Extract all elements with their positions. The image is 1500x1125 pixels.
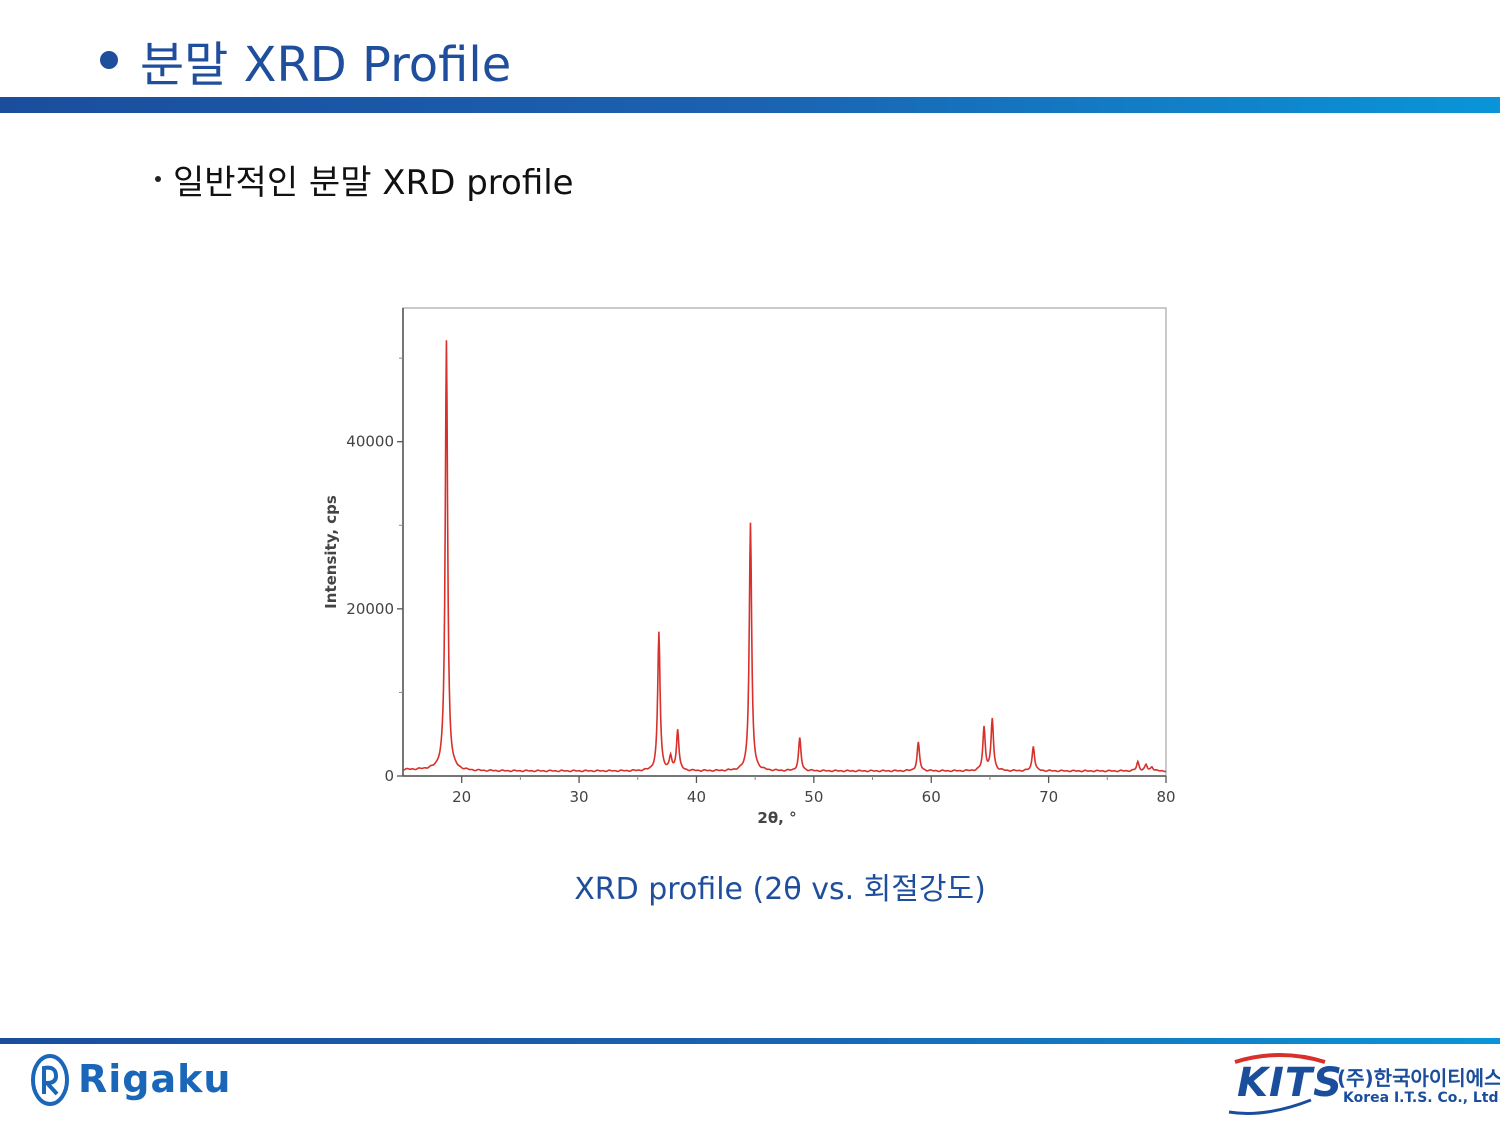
kits-korean-name: (주)한국아이티에스 [1337, 1066, 1500, 1090]
kits-swoosh-icon [1228, 1053, 1326, 1115]
page-title-row: 분말 XRD Profile [100, 24, 511, 96]
y-tick-label: 0 [384, 767, 394, 785]
x-tick-label: 60 [922, 788, 941, 806]
page-title: 분말 XRD Profile [140, 37, 512, 93]
y-tick-label: 40000 [346, 433, 394, 451]
title-bullet-icon [100, 51, 118, 69]
y-axis-label: Intensity, cps [322, 495, 340, 609]
bullet-text: 일반적인 분말 XRD profile [173, 162, 574, 203]
x-tick-label: 20 [452, 788, 471, 806]
bullet-item: 일반적인 분말 XRD profile [155, 156, 574, 203]
x-tick-label: 50 [804, 788, 823, 806]
intensity-trace [402, 340, 1167, 773]
x-tick-label: 30 [570, 788, 589, 806]
x-tick-label: 80 [1156, 788, 1175, 806]
footer-divider [0, 1038, 1500, 1044]
bullet-icon [155, 176, 161, 182]
rigaku-logo: Rigaku [30, 1050, 231, 1108]
x-axis-label: 2θ, ° [757, 809, 796, 827]
plot-frame [402, 307, 1167, 777]
rigaku-mark-icon [31, 1054, 69, 1106]
kits-english-name: Korea I.T.S. Co., Ltd. [1343, 1090, 1500, 1106]
x-tick-label: 70 [1039, 788, 1058, 806]
rigaku-wordmark: Rigaku [78, 1057, 232, 1101]
x-tick-label: 40 [687, 788, 706, 806]
kits-wordmark: KITS [1237, 1060, 1343, 1106]
header-divider [0, 97, 1500, 113]
chart-caption: XRD profile (2θ vs. 회절강도) [574, 872, 986, 907]
y-tick-label: 20000 [346, 600, 394, 618]
xrd-chart: 20 30 40 50 60 70 80 0 20000 40000 2θ, ° Intensi… [322, 307, 1176, 827]
kits-logo: KITS (주)한국아이티에스 Korea I.T.S. Co., Ltd. [1225, 1050, 1500, 1120]
